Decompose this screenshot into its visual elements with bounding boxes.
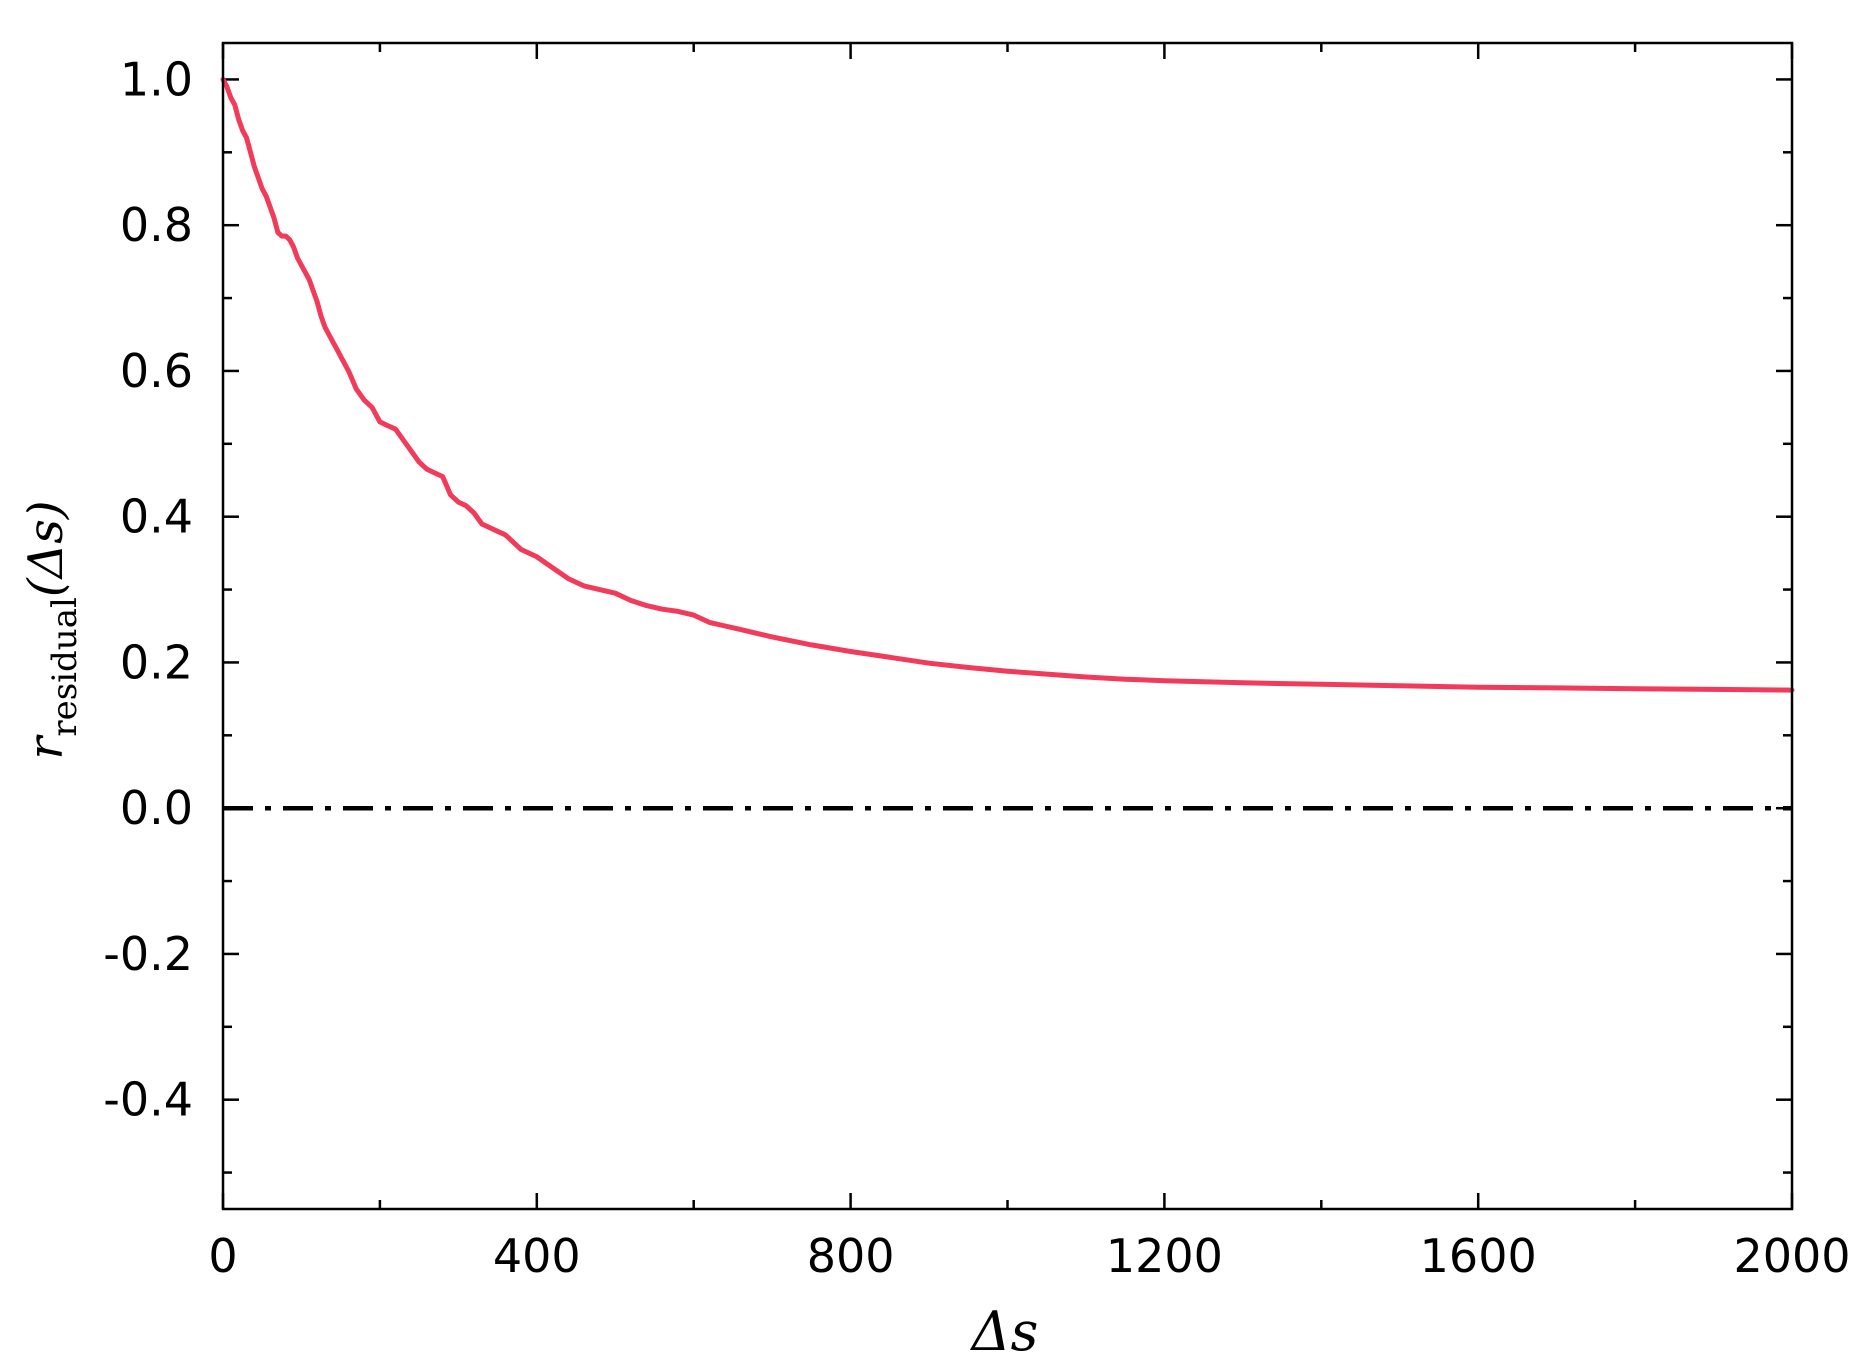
- x-axis-label: Δs: [970, 1300, 1039, 1360]
- x-tick-label: 1200: [1106, 1229, 1223, 1283]
- x-tick-label: 0: [208, 1229, 237, 1283]
- y-tick-label: -0.2: [103, 927, 193, 981]
- y-axis-label-argument: (Δs): [18, 500, 74, 597]
- plot-frame: [221, 41, 1794, 1211]
- x-tick-label: 2000: [1733, 1229, 1850, 1283]
- tick-labels: 0 400 800 1200 1600 2000 1.0 0.8 0.6 0.4 0.2 0.0 -0.…: [103, 52, 1850, 1283]
- y-axis-label-main: r: [18, 734, 74, 760]
- y-tick-label: 0.4: [120, 490, 193, 544]
- y-tick-label: 0.6: [120, 344, 193, 398]
- y-axis-label-subscript: residual: [45, 597, 85, 737]
- y-tick-label: 0.0: [120, 781, 193, 835]
- x-tick-label: 1600: [1420, 1229, 1537, 1283]
- y-axis-label: rresidual(Δs): [18, 500, 85, 759]
- series-line-0: [220, 76, 1795, 693]
- x-tick-label: 800: [807, 1229, 895, 1283]
- y-tick-label: 0.8: [120, 198, 193, 252]
- y-tick-label: -0.4: [103, 1073, 193, 1127]
- x-tick-label: 400: [493, 1229, 581, 1283]
- y-tick-label: 1.0: [120, 52, 193, 106]
- y-tick-label: 0.2: [120, 635, 193, 689]
- plot-area-data: [220, 76, 1795, 811]
